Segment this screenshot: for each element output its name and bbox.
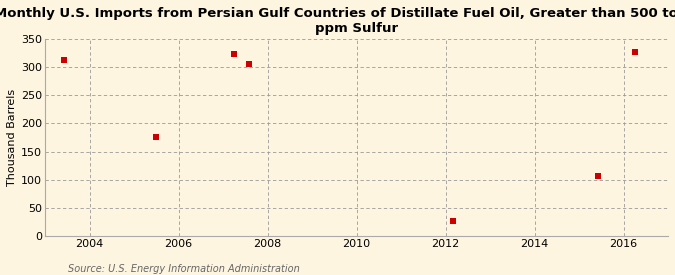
Point xyxy=(629,50,640,55)
Text: Source: U.S. Energy Information Administration: Source: U.S. Energy Information Administ… xyxy=(68,264,299,274)
Point xyxy=(593,174,603,178)
Y-axis label: Thousand Barrels: Thousand Barrels xyxy=(7,89,17,186)
Point xyxy=(229,52,240,56)
Point xyxy=(151,135,162,140)
Title: Monthly U.S. Imports from Persian Gulf Countries of Distillate Fuel Oil, Greater: Monthly U.S. Imports from Persian Gulf C… xyxy=(0,7,675,35)
Point xyxy=(448,219,458,223)
Point xyxy=(244,62,254,67)
Point xyxy=(58,57,69,62)
